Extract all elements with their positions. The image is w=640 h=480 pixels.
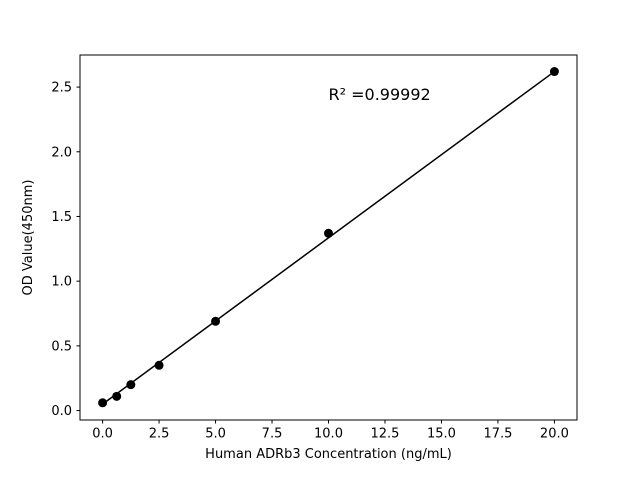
- data-point: [98, 398, 108, 408]
- y-tick-label: 1.5: [51, 210, 72, 225]
- y-tick-label: 0.5: [51, 339, 72, 354]
- x-tick-label: 20.0: [540, 427, 569, 442]
- x-tick-label: 15.0: [427, 427, 456, 442]
- x-tick-label: 17.5: [483, 427, 512, 442]
- y-tick-label: 2.0: [51, 145, 72, 160]
- r-squared-annotation: R² =0.99992: [329, 85, 431, 104]
- data-point: [211, 316, 221, 326]
- fit-line: [102, 70, 555, 405]
- data-point: [112, 391, 122, 401]
- x-axis-label: Human ADRb3 Concentration (ng/mL): [205, 447, 452, 462]
- data-point: [126, 380, 136, 390]
- x-tick-label: 0.0: [92, 427, 113, 442]
- data-point: [549, 67, 559, 77]
- x-tick-label: 12.5: [371, 427, 400, 442]
- x-tick-label: 7.5: [262, 427, 283, 442]
- data-point: [154, 360, 164, 370]
- data-point: [324, 228, 333, 238]
- y-tick-label: 2.5: [51, 81, 72, 96]
- x-tick-label: 10.0: [314, 427, 343, 442]
- x-tick-label: 2.5: [149, 427, 170, 442]
- y-tick-label: 0.0: [51, 404, 72, 419]
- y-tick-label: 1.0: [51, 275, 72, 290]
- y-axis-label: OD Value(450nm): [21, 180, 36, 296]
- x-tick-label: 5.0: [205, 427, 226, 442]
